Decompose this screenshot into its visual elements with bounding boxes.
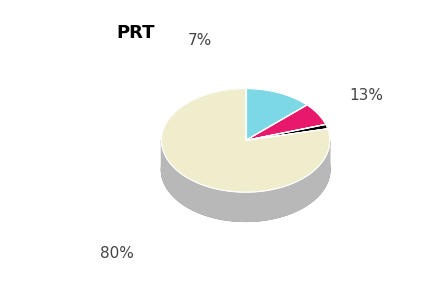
Polygon shape: [246, 105, 326, 140]
Polygon shape: [246, 124, 328, 140]
Polygon shape: [162, 118, 330, 221]
Polygon shape: [326, 124, 328, 158]
Text: 80%: 80%: [100, 246, 134, 261]
Polygon shape: [246, 89, 307, 134]
Polygon shape: [162, 89, 330, 221]
Polygon shape: [246, 89, 307, 140]
Polygon shape: [307, 105, 326, 154]
Polygon shape: [162, 118, 330, 221]
Polygon shape: [162, 89, 330, 192]
Text: 13%: 13%: [349, 88, 383, 102]
Polygon shape: [162, 140, 330, 221]
Text: PRT: PRT: [116, 24, 155, 42]
Text: 7%: 7%: [188, 32, 213, 48]
